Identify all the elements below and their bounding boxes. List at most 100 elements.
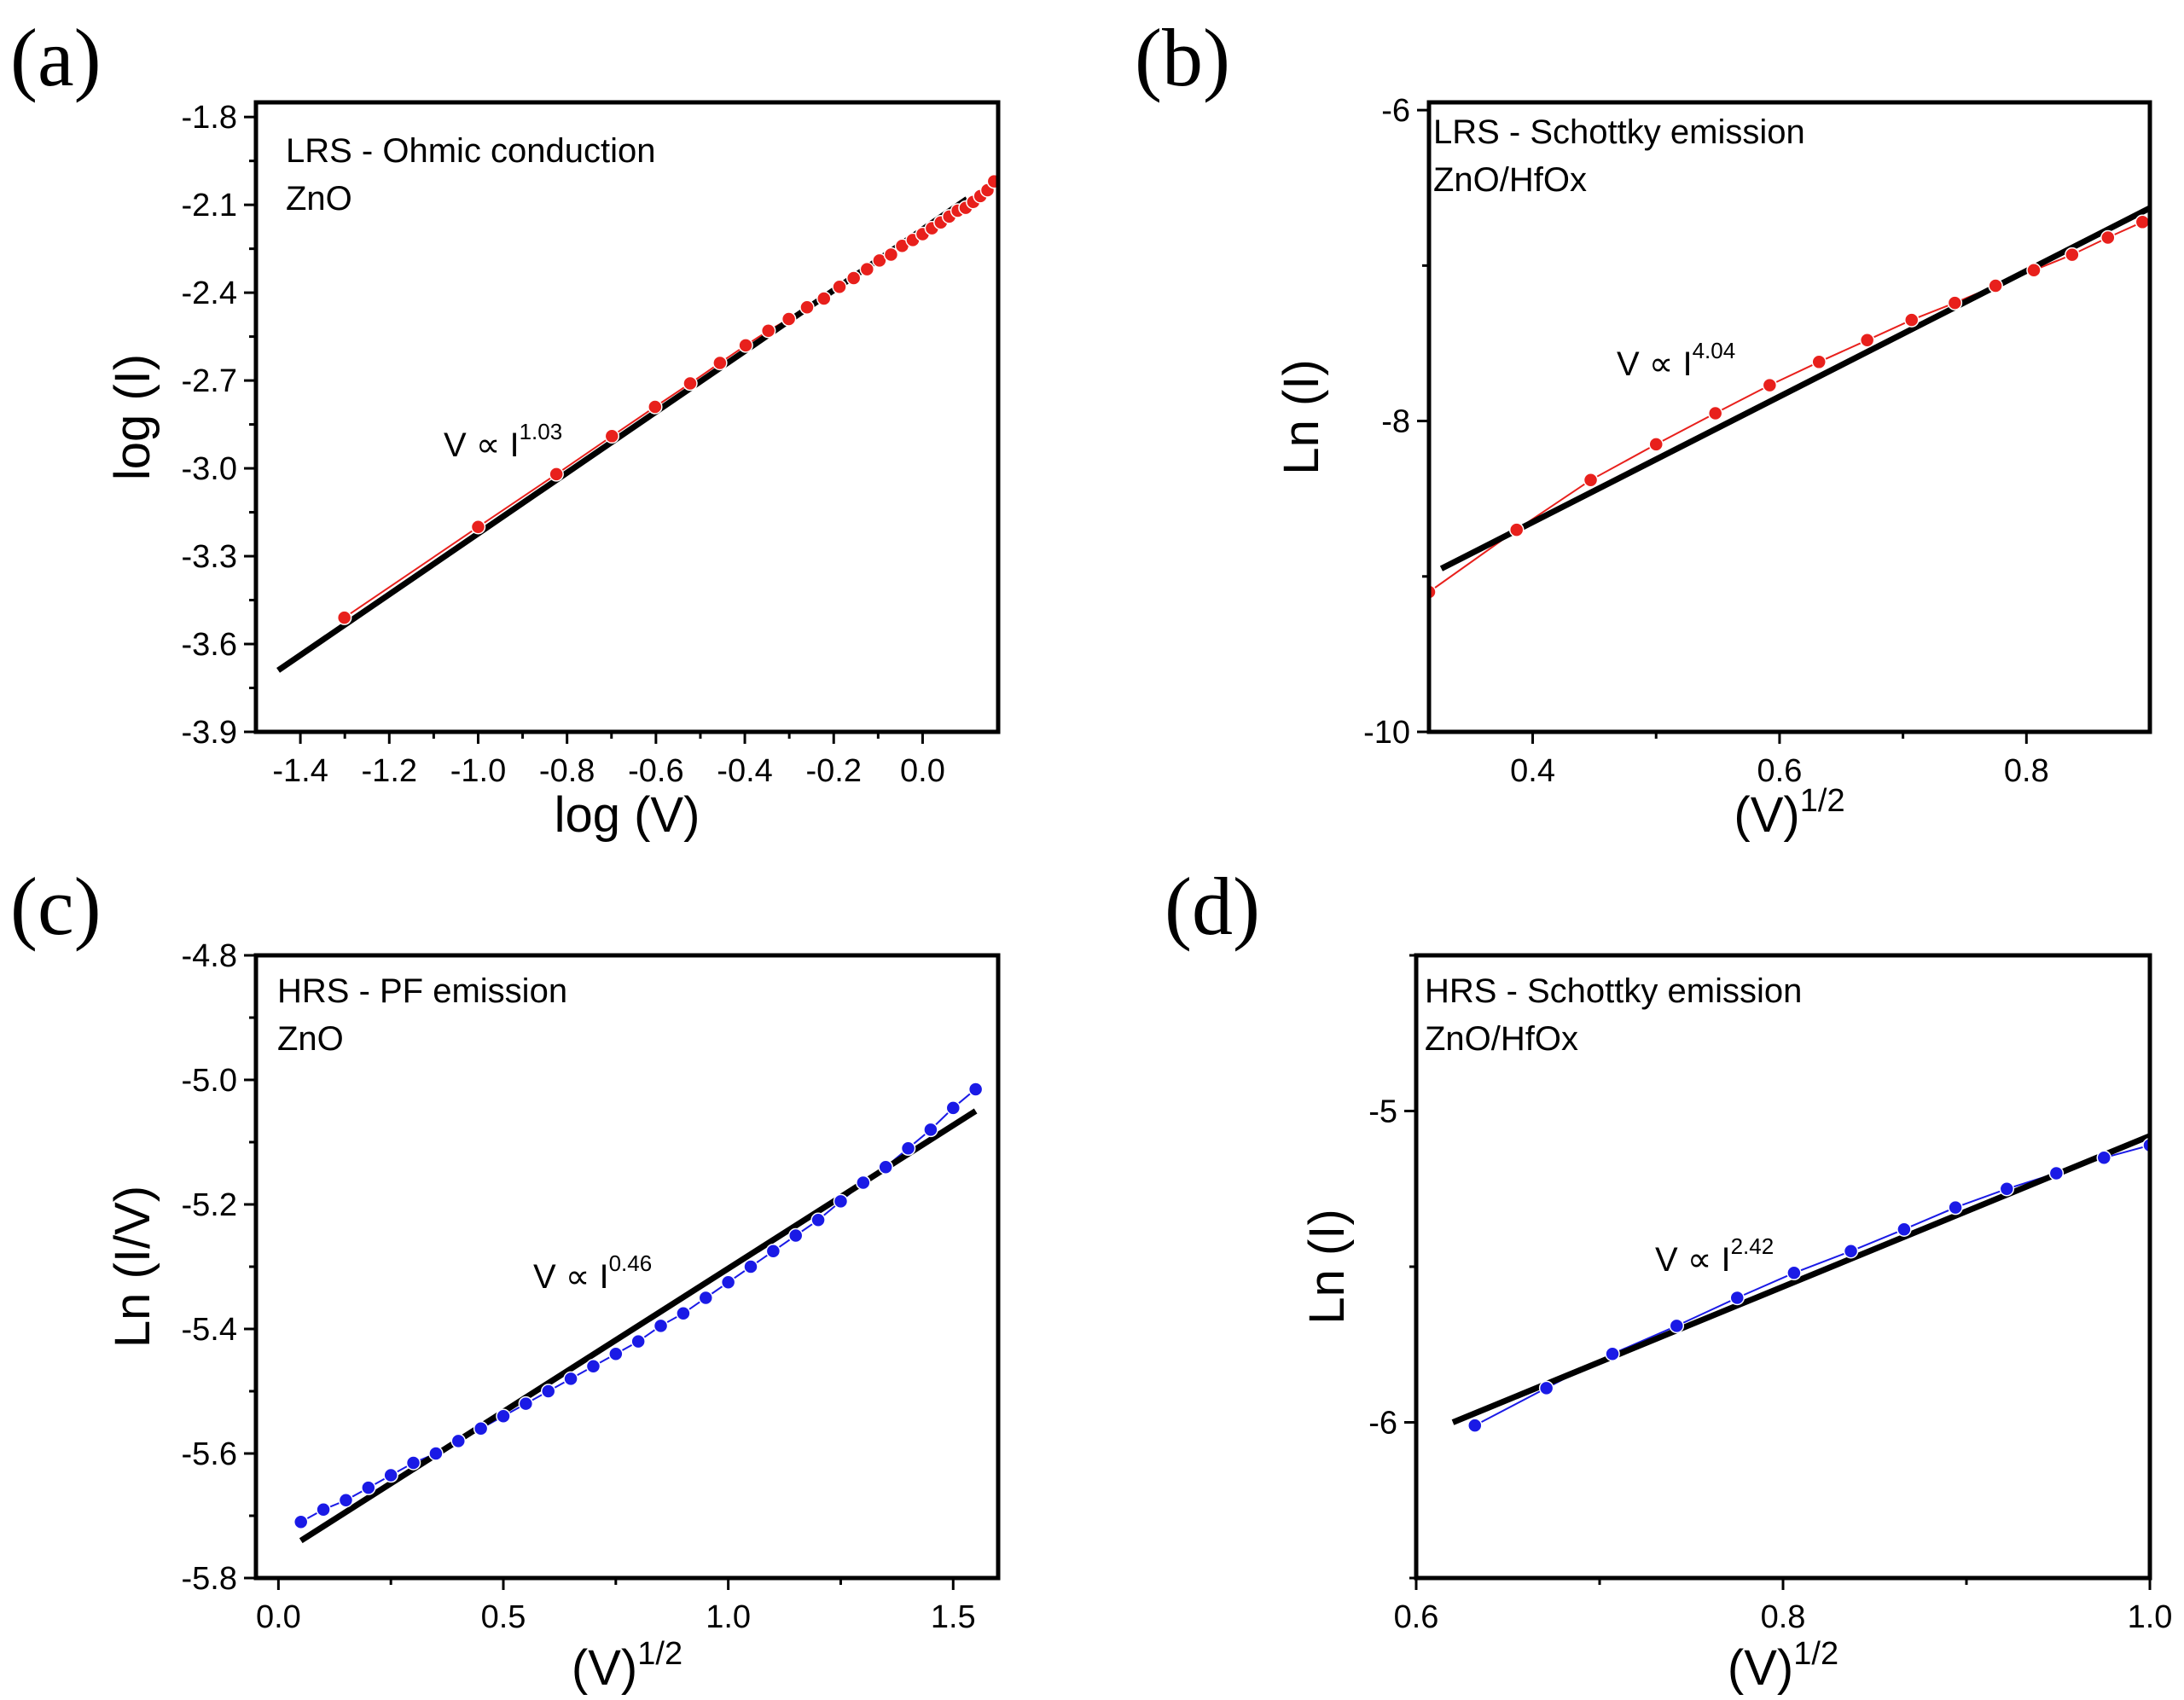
data-point <box>1508 522 1525 537</box>
plot-frame <box>253 100 1001 734</box>
panel-label: (d) <box>1165 861 1260 952</box>
data-point <box>630 1333 646 1349</box>
annotation-line: ZnO/HfOx <box>1425 1020 1578 1058</box>
fit-formula-text: V ∝ I <box>1617 345 1693 383</box>
y-tick-label: -5.2 <box>182 1187 237 1223</box>
data-point <box>743 1259 758 1274</box>
data-point <box>1896 1221 1912 1237</box>
data-point <box>1762 377 1778 393</box>
data-point <box>765 1244 781 1259</box>
data-point <box>2048 1165 2065 1181</box>
data-point <box>293 1514 309 1530</box>
series-line <box>1474 1144 2150 1426</box>
data-point <box>1669 1318 1685 1334</box>
data-point <box>1605 1346 1620 1361</box>
x-axis-label: log (V) <box>555 787 700 843</box>
data-point <box>2065 247 2080 263</box>
y-tick-label: -2.4 <box>182 276 237 311</box>
data-point <box>428 1446 444 1461</box>
x-tick-label: -1.4 <box>272 753 328 789</box>
data-point <box>2096 1150 2111 1165</box>
x-axis-label-sup: 1/2 <box>1800 783 1845 819</box>
fit-formula: V ∝ I2.42 <box>1655 1233 1774 1279</box>
x-tick-label: 1.0 <box>706 1599 751 1635</box>
data-point <box>316 1501 331 1517</box>
data-point <box>653 1318 669 1334</box>
x-tick-label: 0.0 <box>900 753 945 789</box>
plot-frame <box>1426 100 2152 734</box>
x-axis-label: (V)1/2 <box>1728 1636 1838 1696</box>
plot-area <box>276 173 998 673</box>
y-axis-label: log (I) <box>105 354 160 480</box>
annotation-line: HRS - Schottky emission <box>1425 972 1802 1010</box>
data-point <box>1538 1380 1554 1396</box>
plot-frame <box>1414 953 2152 1581</box>
data-point <box>540 1384 556 1399</box>
data-point <box>1707 405 1723 421</box>
data-point <box>604 428 620 444</box>
data-point <box>450 1433 467 1449</box>
data-point <box>720 1274 736 1290</box>
data-point <box>563 1371 578 1387</box>
data-point <box>833 1193 849 1210</box>
x-tick-label: 0.6 <box>1394 1599 1439 1635</box>
data-point <box>549 467 564 482</box>
data-point <box>856 1175 871 1191</box>
fit-formula-exponent: 1.03 <box>520 419 563 444</box>
plot-area <box>1451 1133 2150 1433</box>
data-point <box>900 1140 916 1157</box>
data-point <box>816 291 832 306</box>
data-point <box>712 355 728 371</box>
data-point <box>967 1082 984 1097</box>
panel-label: (c) <box>10 861 102 952</box>
x-axis-label-main: (V) <box>572 1640 637 1696</box>
data-point <box>473 1421 489 1436</box>
series-line <box>300 1088 977 1523</box>
y-axis-label: Ln (I) <box>1299 1209 1355 1324</box>
y-tick-label: -5.4 <box>182 1312 237 1348</box>
y-tick-label: -1.8 <box>182 100 237 136</box>
fit-formula-exponent: 2.42 <box>1731 1233 1774 1259</box>
data-point <box>405 1455 421 1471</box>
data-point <box>883 247 899 263</box>
y-axis-label: Ln (I/V) <box>105 1186 160 1348</box>
data-point <box>878 1159 893 1175</box>
x-tick-label: -1.0 <box>450 753 506 789</box>
y-tick-label: -5.0 <box>182 1063 237 1099</box>
panel-a: (a) -1.4 -1.2 -1.0 -0.8 -0.6 -0.4 -0.2 0.0 -3.9 -3… <box>10 12 1001 843</box>
data-point <box>1948 1199 1963 1216</box>
x-tick-label: -0.6 <box>628 753 683 789</box>
data-point <box>338 1493 354 1508</box>
y-axis-label: Ln (I) <box>1274 359 1329 474</box>
y-tick-label: -2.7 <box>182 363 237 399</box>
y-tick-label: -5 <box>1368 1094 1397 1130</box>
annotation-line: HRS - PF emission <box>277 972 567 1010</box>
data-point <box>781 311 797 327</box>
fit-formula-exponent: 4.04 <box>1693 338 1736 363</box>
y-tick-label: -3.9 <box>182 715 237 751</box>
plot-frame <box>253 953 1001 1581</box>
y-tick-label: -8 <box>1381 404 1410 440</box>
data-point <box>698 1290 714 1306</box>
data-point <box>760 322 776 339</box>
data-point <box>1843 1244 1859 1259</box>
fit-formula-text: V ∝ I <box>533 1258 609 1296</box>
panel-c: (c) 0.0 0.5 1.0 1.5 -5.8 -5.6 -5.4 -5.2 -5.0 -4.8 (… <box>10 861 1001 1696</box>
data-point <box>986 173 998 189</box>
data-point <box>787 1227 804 1244</box>
data-point <box>2135 214 2150 230</box>
annotation-line: ZnO <box>286 180 352 218</box>
data-point <box>1811 354 1827 370</box>
y-tick-label: -5.6 <box>182 1436 237 1472</box>
data-point <box>859 261 875 277</box>
x-tick-label: -0.8 <box>539 753 595 789</box>
annotation-line: ZnO/HfOx <box>1433 161 1587 199</box>
panel-b: (b) 0.4 0.6 0.8 -10 -8 -6 (V)1/2 Ln (I) LRS - Sch… <box>1135 12 2152 843</box>
y-tick-label: -10 <box>1363 715 1410 751</box>
data-point <box>845 270 862 286</box>
x-tick-label: 0.6 <box>1757 753 1803 789</box>
fit-line <box>299 1108 978 1544</box>
data-point <box>1786 1265 1802 1281</box>
fit-formula: V ∝ I4.04 <box>1617 338 1735 383</box>
